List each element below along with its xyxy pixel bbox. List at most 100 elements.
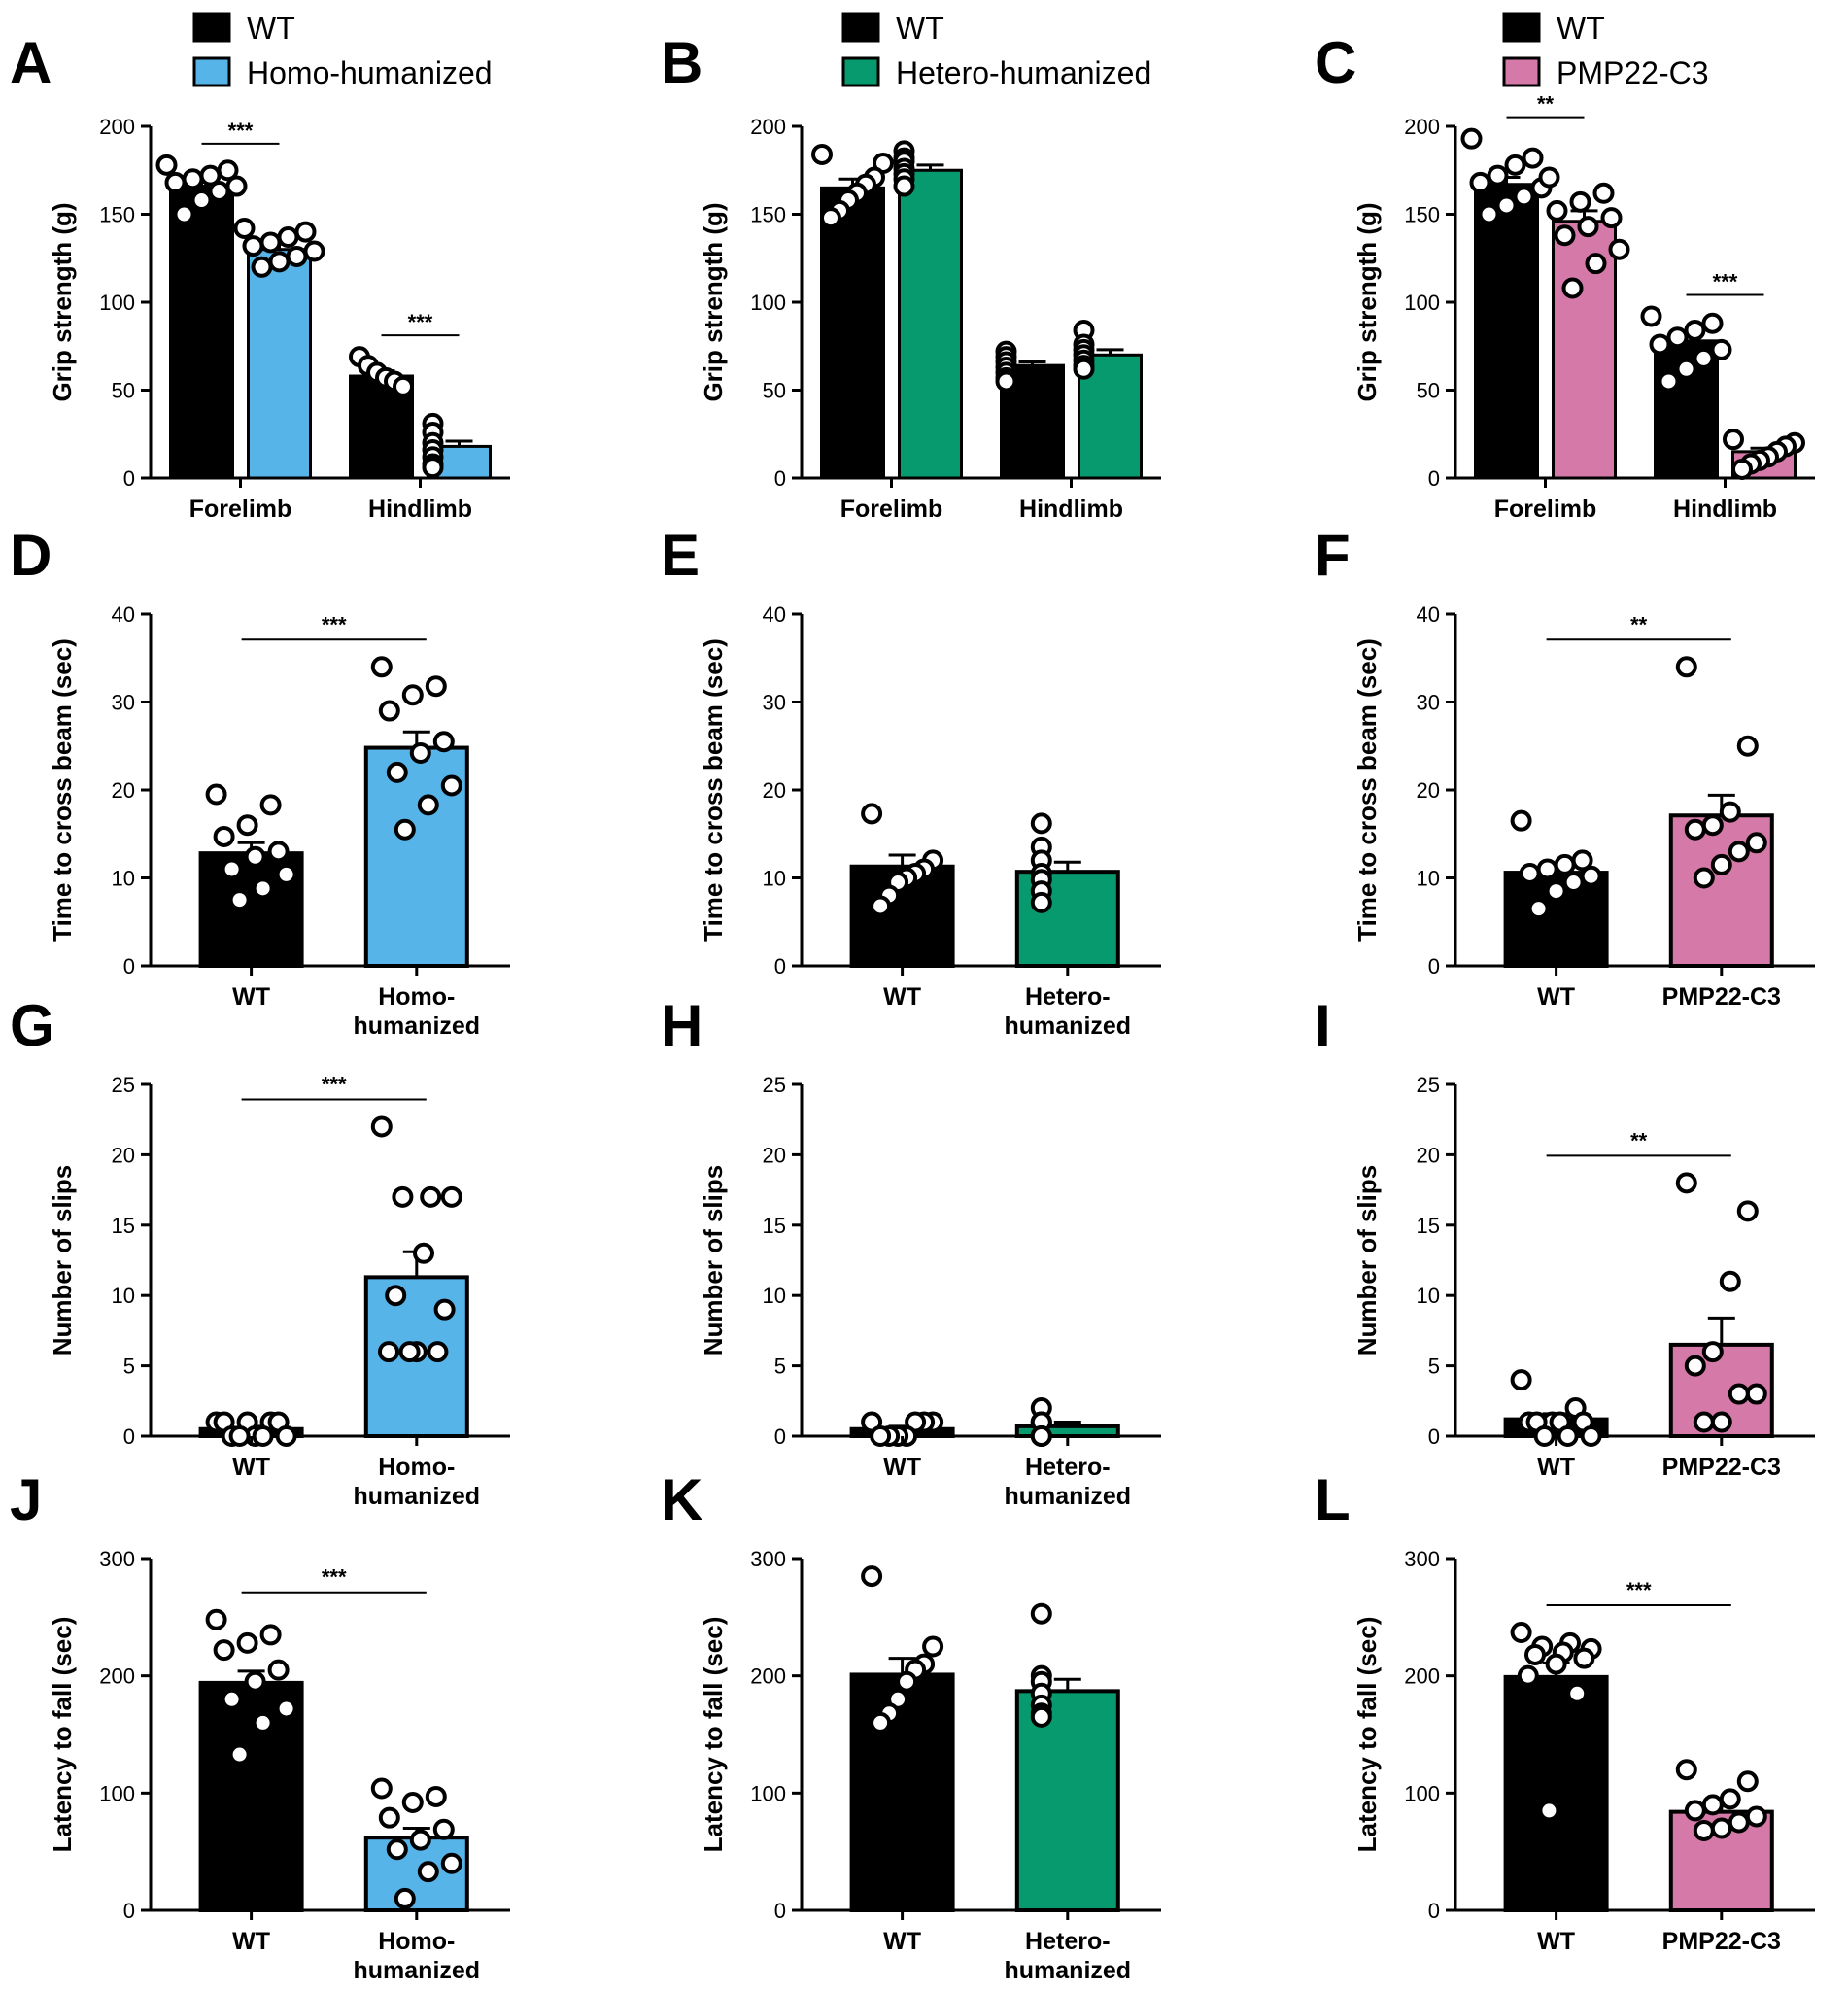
data-point-E-s1-0 — [1030, 812, 1052, 835]
y-tick-label-K-0: 0 — [774, 1899, 786, 1923]
y-tick-label-J-2: 200 — [99, 1664, 135, 1689]
data-point-C-s0-0-2 — [1504, 154, 1526, 176]
data-point-F-s1-4 — [1684, 818, 1706, 841]
data-point-C-s0-1-7 — [1608, 238, 1630, 260]
data-point-J-s1-3 — [378, 1806, 400, 1829]
y-tick-label-I-0: 0 — [1428, 1424, 1440, 1449]
x-category-label-D-1-0: Homo- — [378, 983, 455, 1011]
y-tick-label-G-3: 15 — [112, 1214, 135, 1238]
data-point-D-s0-3 — [213, 825, 235, 847]
data-point-D-s0-2 — [236, 814, 258, 837]
data-point-L-s1-3 — [1701, 1794, 1724, 1816]
y-tick-label-C-3: 150 — [1404, 203, 1440, 227]
data-point-F-s1-3 — [1701, 814, 1724, 837]
bar-K-0 — [849, 1672, 955, 1912]
chart-panel-C: C 0 50 100 150 200 Grip strength (g) Forelimb Hi… — [1315, 30, 1815, 523]
data-point-I-s1-3 — [1701, 1341, 1724, 1363]
x-category-label-B-1: Hindlimb — [1019, 496, 1123, 523]
data-point-I-s0-7 — [1580, 1425, 1602, 1447]
x-category-label-H-1-0: Hetero- — [1025, 1454, 1111, 1481]
chart-panel-K: K 0 100 200 300 Latency to fall (sec) WT Hetero… — [661, 1467, 1161, 1984]
data-point-C-s0-0-0 — [1460, 127, 1483, 150]
data-point-C-s0-0-6 — [1513, 186, 1535, 208]
data-point-J-s1-4 — [432, 1818, 455, 1840]
x-category-label-D-0-0: WT — [232, 983, 270, 1011]
chart-panel-D: D 0 10 20 30 40 Time to cross beam (sec) WT Homo… — [10, 523, 510, 1040]
x-category-label-F-0-0: WT — [1537, 983, 1575, 1011]
panel-letter-H: H — [661, 993, 702, 1058]
data-point-G-s1-5 — [385, 1285, 407, 1307]
data-point-K-s1-0 — [1030, 1602, 1052, 1625]
x-category-label-F-1-0: PMP22-C3 — [1662, 983, 1781, 1011]
data-point-A-s0-1-5 — [303, 240, 325, 262]
sig-label-D-0: *** — [322, 612, 347, 636]
data-point-F-s0-2 — [1554, 853, 1576, 875]
data-point-J-s0-6 — [221, 1688, 243, 1710]
data-point-L-s1-0 — [1675, 1759, 1697, 1781]
sig-label-G-0: *** — [322, 1072, 347, 1096]
x-category-label-K-0-0: WT — [883, 1928, 921, 1955]
data-point-E-s0-0 — [861, 803, 883, 825]
bar-A-forelimb-0 — [169, 185, 234, 480]
data-point-F-s0-5 — [1580, 865, 1602, 887]
data-point-I-s1-1 — [1736, 1200, 1759, 1222]
sig-label-C-1: *** — [1713, 269, 1738, 293]
data-point-G-s1-6 — [433, 1298, 456, 1321]
y-tick-label-E-1: 10 — [763, 867, 786, 891]
y-tick-label-L-0: 0 — [1428, 1899, 1440, 1923]
data-point-G-s0-8 — [252, 1425, 274, 1447]
data-point-F-s1-0 — [1675, 656, 1697, 678]
legend-label-A-1: Homo-humanized — [247, 55, 493, 90]
data-point-C-s1-1-0 — [1723, 429, 1744, 451]
data-point-C-s0-1-6 — [1554, 224, 1576, 247]
legend-label-C-1: PMP22-C3 — [1557, 55, 1709, 90]
data-point-I-s0-9 — [1533, 1425, 1556, 1447]
data-point-L-s1-6 — [1728, 1811, 1750, 1834]
legend-swatch-C-0 — [1502, 12, 1541, 43]
legend-swatch-B-1 — [841, 56, 880, 87]
legend-swatch-A-0 — [192, 12, 231, 43]
data-point-J-s0-5 — [244, 1670, 266, 1693]
data-point-D-s1-3 — [378, 700, 400, 722]
data-point-G-s1-9 — [427, 1341, 449, 1363]
y-tick-label-G-4: 20 — [112, 1143, 135, 1167]
data-point-J-s0-9 — [228, 1743, 251, 1766]
data-point-I-s0-8 — [1557, 1425, 1579, 1447]
y-tick-label-C-1: 50 — [1417, 379, 1440, 403]
data-point-J-s0-1 — [259, 1624, 282, 1646]
data-point-C-s1-0-5 — [1710, 338, 1732, 360]
y-axis-title-C: Grip strength (g) — [1352, 202, 1382, 401]
chart-panel-H: H 0 5 10 15 20 25 Number of slips WT Hetero-human… — [661, 993, 1161, 1510]
data-point-C-s1-0-3 — [1666, 326, 1689, 349]
data-point-F-s0-3 — [1536, 858, 1558, 880]
y-tick-label-H-3: 15 — [763, 1214, 786, 1238]
data-point-C-s0-0-3 — [1487, 164, 1509, 187]
data-point-D-s0-0 — [205, 783, 227, 806]
data-point-L-s1-8 — [1693, 1819, 1715, 1841]
y-tick-label-I-1: 5 — [1428, 1355, 1440, 1379]
data-point-D-s0-8 — [252, 877, 274, 900]
x-category-label-I-0-0: WT — [1537, 1454, 1575, 1481]
y-tick-label-F-4: 40 — [1417, 602, 1440, 627]
y-tick-label-C-2: 100 — [1404, 291, 1440, 315]
bar-L-0 — [1503, 1674, 1609, 1912]
data-point-L-s1-4 — [1684, 1800, 1706, 1822]
x-category-label-J-0-0: WT — [232, 1928, 270, 1955]
sig-label-F-0: ** — [1630, 612, 1648, 636]
x-category-label-A-0: Forelimb — [189, 496, 292, 523]
data-point-G-s1-1 — [420, 1185, 442, 1208]
y-tick-label-F-2: 20 — [1417, 778, 1440, 803]
data-point-J-s1-6 — [386, 1838, 408, 1861]
x-category-label-J-1-1: humanized — [354, 1957, 481, 1984]
data-point-C-s0-1-5 — [1577, 216, 1599, 238]
bar-J-0 — [198, 1680, 304, 1912]
x-category-label-K-1-1: humanized — [1005, 1957, 1132, 1984]
legend-label-C-0: WT — [1557, 11, 1605, 46]
data-point-G-s1-0 — [370, 1115, 393, 1138]
data-point-C-s1-0-8 — [1658, 370, 1680, 393]
y-axis-title-L: Latency to fall (sec) — [1352, 1617, 1382, 1853]
data-point-D-s1-0 — [370, 656, 393, 678]
bar-C-forelimb-1 — [1552, 220, 1617, 480]
panel-letter-B: B — [661, 30, 702, 95]
data-point-C-s0-1-4 — [1600, 207, 1623, 229]
